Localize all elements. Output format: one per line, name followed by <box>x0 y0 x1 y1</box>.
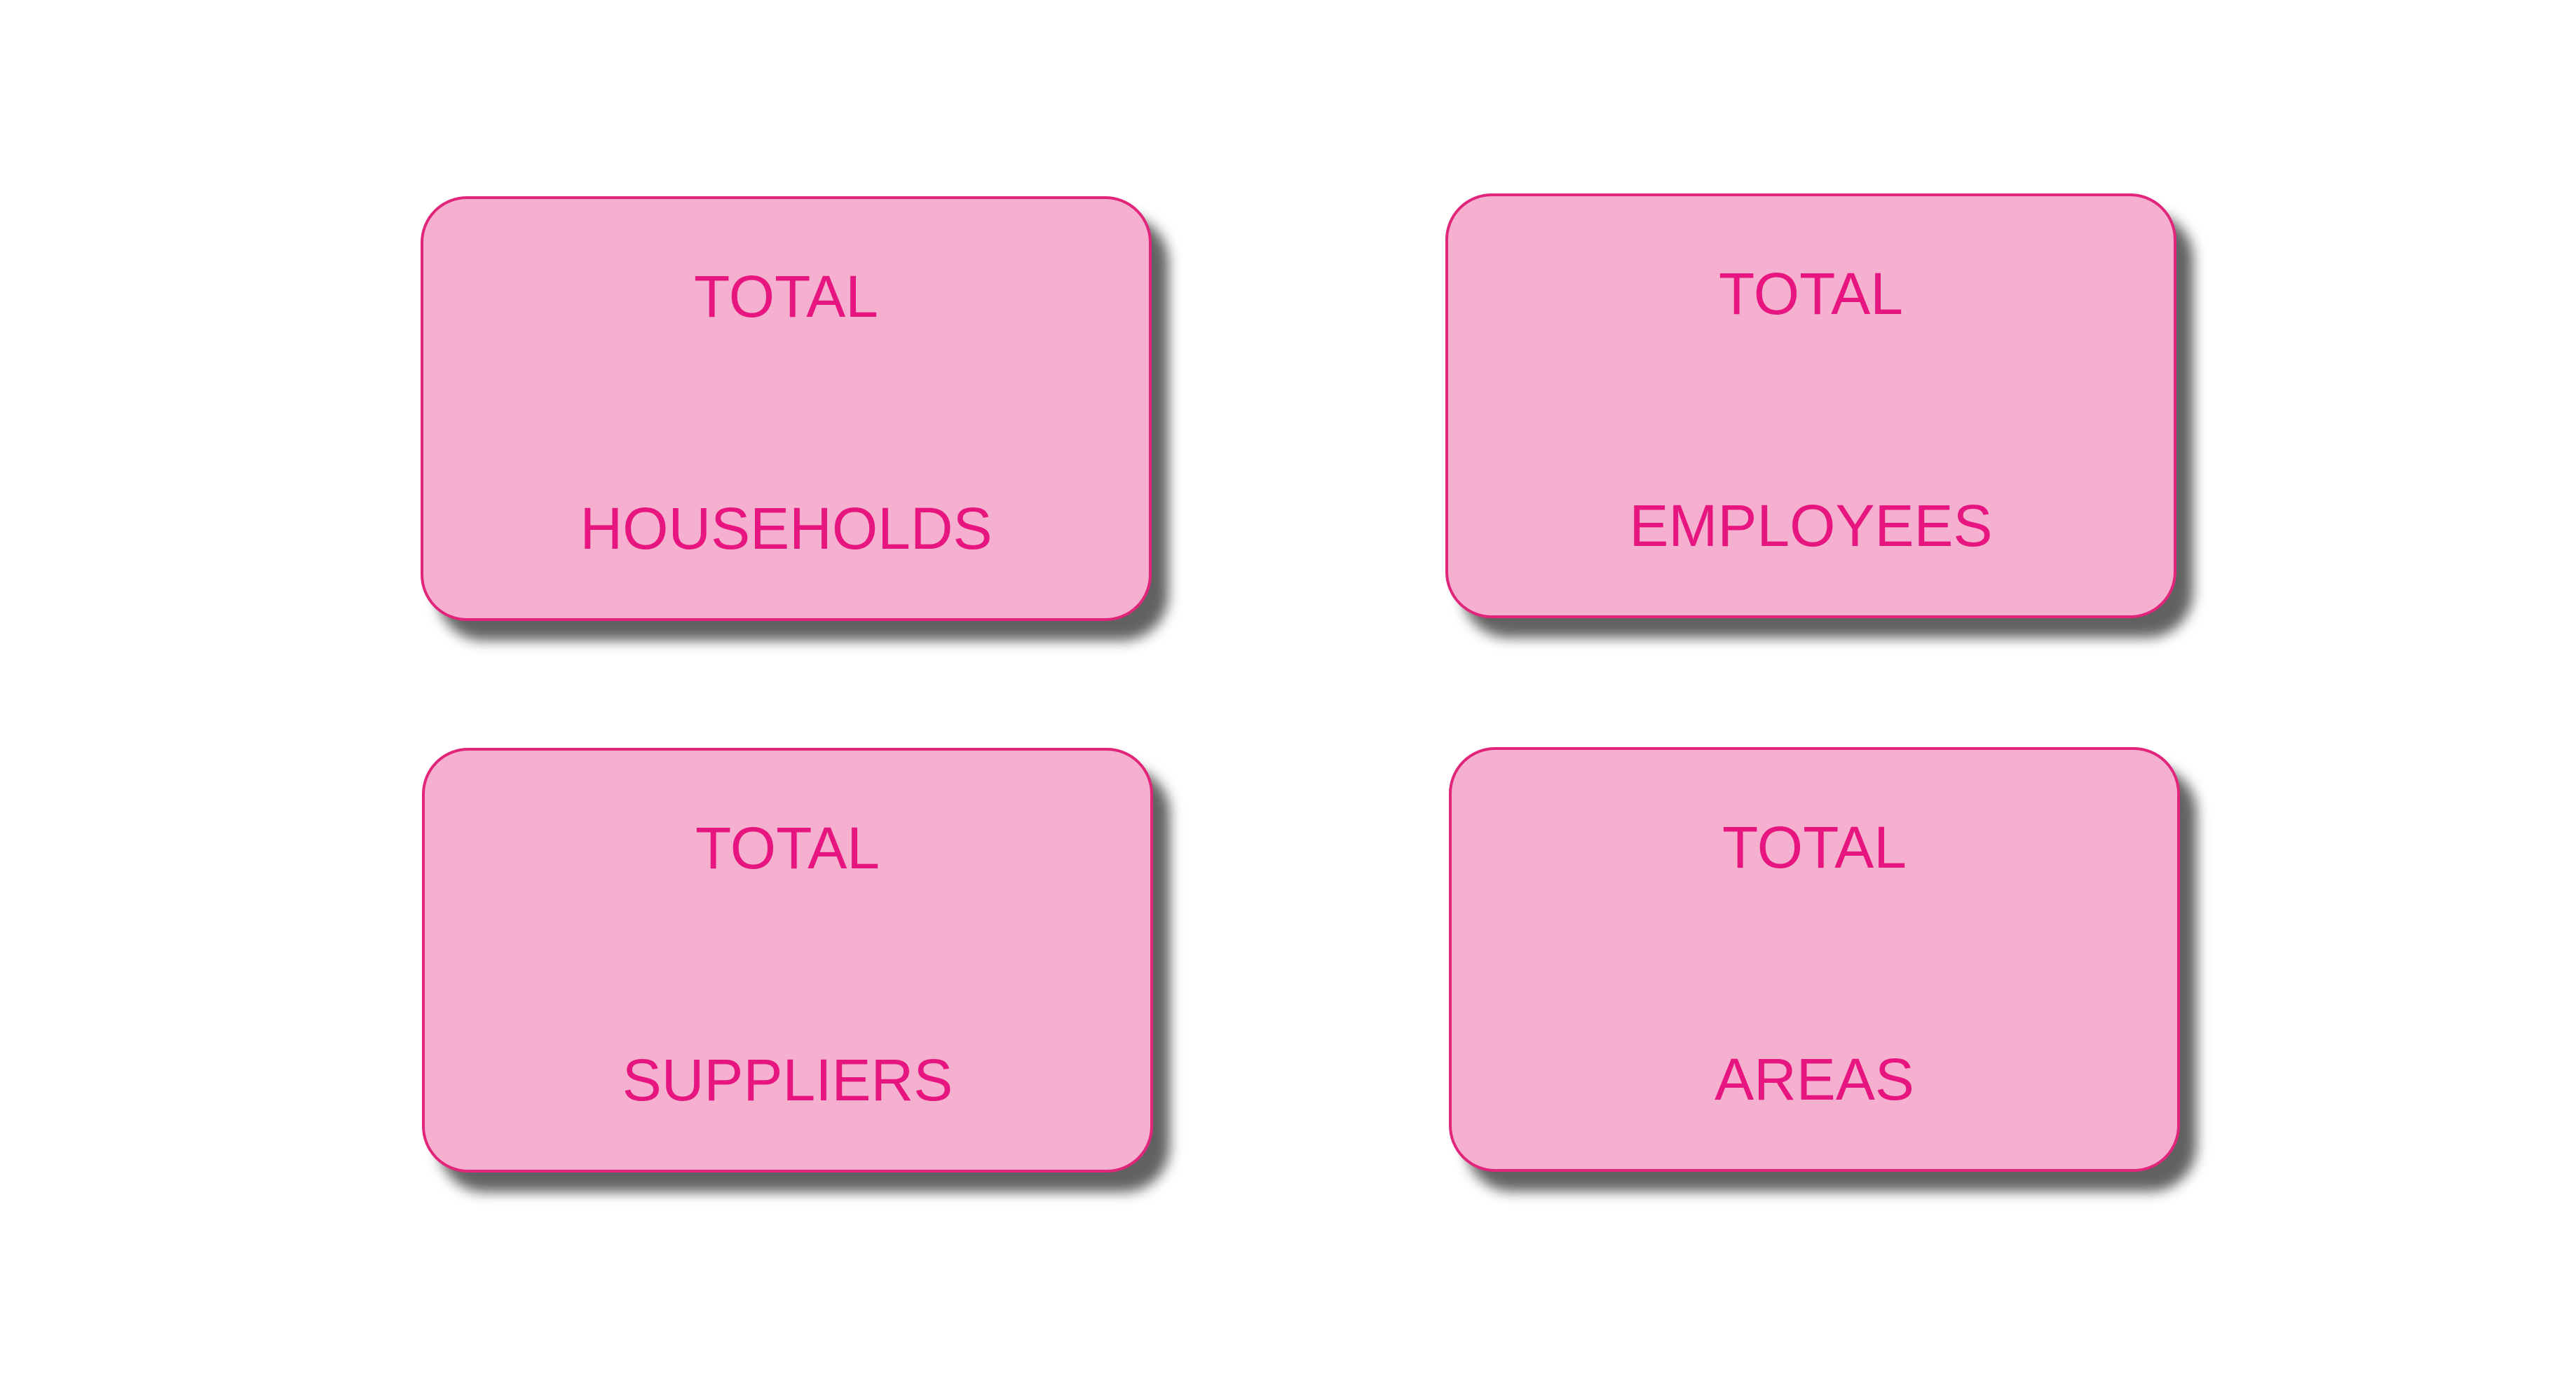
card-label-households: HOUSEHOLDS <box>580 496 993 561</box>
total-employees-card[interactable]: TOTAL EMPLOYEES <box>1445 193 2176 618</box>
total-suppliers-card[interactable]: TOTAL SUPPLIERS <box>422 748 1153 1173</box>
card-label-areas: AREAS <box>1715 1046 1914 1112</box>
card-label-employees: EMPLOYEES <box>1629 493 1993 559</box>
card-title-total: TOTAL <box>695 815 880 881</box>
total-households-card[interactable]: TOTAL HOUSEHOLDS <box>421 196 1152 621</box>
card-title-total: TOTAL <box>1719 261 1903 327</box>
card-label-suppliers: SUPPLIERS <box>622 1047 953 1113</box>
total-areas-card[interactable]: TOTAL AREAS <box>1449 747 2180 1172</box>
card-title-total: TOTAL <box>1722 814 1907 880</box>
card-title-total: TOTAL <box>694 264 878 329</box>
